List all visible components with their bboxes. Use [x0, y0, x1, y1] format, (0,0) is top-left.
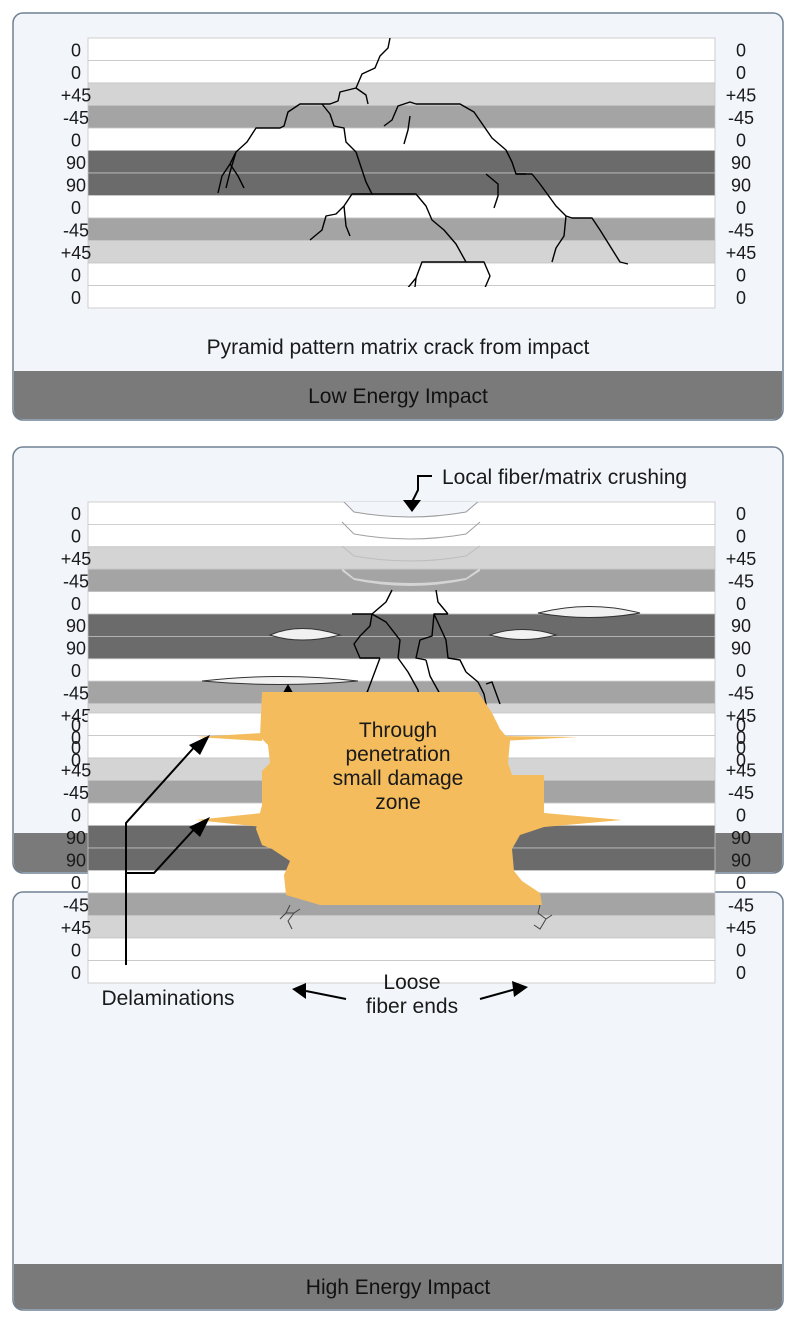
ply-label-right: 0 — [736, 594, 746, 614]
ply-layer — [87, 195, 716, 219]
ply-layer — [87, 524, 716, 548]
ply-label-right: +45 — [726, 243, 757, 263]
ply-layer — [87, 82, 716, 106]
ply-layer — [87, 127, 716, 151]
ply-layer — [87, 546, 716, 570]
ply-layer — [87, 613, 716, 637]
ply-label-left: 90 — [66, 616, 86, 636]
ply-label-right: 0 — [736, 527, 746, 547]
ply-label-right: 0 — [736, 63, 746, 83]
ply-label-right: 0 — [736, 288, 746, 308]
panel-low-footer-label: Low Energy Impact — [308, 385, 488, 408]
ply-layer — [87, 217, 716, 241]
low-panel-caption: Pyramid pattern matrix crack from impact — [207, 336, 590, 359]
label-delaminations-medium: Delaminations — [123, 794, 256, 817]
ply-label-right: 0 — [736, 661, 746, 681]
ply-layer — [87, 262, 716, 286]
ply-layer — [87, 37, 716, 61]
ply-label-right: 90 — [731, 175, 751, 195]
ply-label-right: +45 — [726, 549, 757, 569]
ply-label-right: 90 — [731, 639, 751, 659]
ply-label-left: +45 — [61, 85, 92, 105]
ply-label-left: 90 — [66, 639, 86, 659]
label-local-fiber-matrix-crushing: Local fiber/matrix crushing — [442, 466, 687, 489]
ply-layer — [87, 568, 716, 593]
ply-label-left: 0 — [71, 130, 81, 150]
ply-label-right: 0 — [736, 130, 746, 150]
ply-label-left: -45 — [63, 108, 89, 128]
ply-layer — [87, 680, 716, 705]
ply-label-left: +45 — [61, 706, 92, 726]
ply-layer — [87, 105, 716, 129]
ply-layer — [87, 172, 716, 196]
ply-label-left: 0 — [71, 728, 81, 748]
ply-label-left: +45 — [61, 549, 92, 569]
ply-layer — [87, 60, 716, 84]
ply-label-right: 0 — [736, 198, 746, 218]
ply-label-left: 90 — [66, 175, 86, 195]
ply-layer — [87, 636, 716, 660]
ply-label-left: -45 — [63, 571, 89, 591]
ply-label-right: -45 — [728, 683, 754, 703]
ply-label-left: 0 — [71, 288, 81, 308]
pyramid-crack-pattern — [217, 38, 629, 287]
ply-label-left: 0 — [71, 504, 81, 524]
callout-crushing: Local fiber/matrix crushing — [403, 466, 687, 512]
ply-label-right: -45 — [728, 220, 754, 240]
ply-label-right: 0 — [736, 265, 746, 285]
ply-label-left: 0 — [71, 527, 81, 547]
ply-layer — [87, 240, 716, 264]
label-back-side-fiber-fracture: Back side fiber fracture — [450, 794, 665, 817]
ply-label-right: 0 — [736, 40, 746, 60]
ply-label-right: 0 — [736, 751, 746, 771]
ply-label-left: +45 — [61, 243, 92, 263]
ply-label-right: 90 — [731, 153, 751, 173]
ply-label-right: 0 — [736, 728, 746, 748]
ply-label-left: 0 — [71, 40, 81, 60]
ply-layer — [87, 150, 716, 174]
ply-layer — [87, 748, 716, 772]
ply-label-left: 0 — [71, 198, 81, 218]
ply-label-left: 0 — [71, 751, 81, 771]
ply-layer — [87, 285, 716, 309]
ply-label-left: 0 — [71, 63, 81, 83]
ply-label-left: 0 — [71, 661, 81, 681]
ply-label-left: 90 — [66, 153, 86, 173]
ply-label-left: 0 — [71, 265, 81, 285]
ply-label-left: -45 — [63, 220, 89, 240]
panel-low-footer — [14, 371, 782, 419]
ply-label-left: 0 — [71, 594, 81, 614]
ply-label-right: -45 — [728, 571, 754, 591]
ply-label-right: +45 — [726, 85, 757, 105]
panel-medium-footer-label: Medium Energy Impact — [290, 844, 506, 867]
ply-label-left: -45 — [63, 683, 89, 703]
delamination-lenses — [201, 606, 641, 685]
ply-label-right: 0 — [736, 504, 746, 524]
ply-label-right: 90 — [731, 616, 751, 636]
ply-label-right: -45 — [728, 108, 754, 128]
ply-layer — [87, 703, 716, 727]
ply-label-right: +45 — [726, 706, 757, 726]
